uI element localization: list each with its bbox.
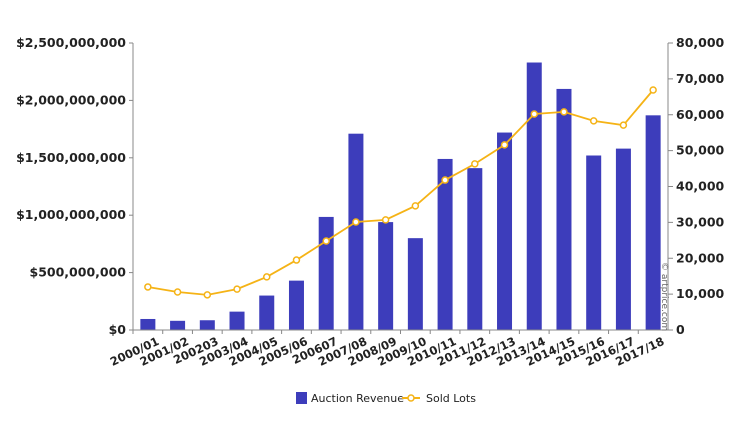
left-tick-label: $0 — [109, 322, 127, 337]
revenue-bar — [586, 155, 602, 330]
sold-lots-point — [560, 108, 568, 116]
sold-lots-point — [500, 141, 509, 149]
right-tick-label: 20,000 — [676, 250, 725, 265]
sold-lots-point — [471, 160, 479, 168]
x-axis: 2000/012001/022002032003/042004/052005/0… — [108, 329, 668, 369]
revenue-bar — [526, 62, 542, 331]
sold-lots-point — [649, 86, 657, 94]
revenue-bar — [437, 158, 453, 330]
revenue-bar — [467, 168, 483, 330]
revenue-bar — [288, 280, 304, 330]
right-tick-label: 70,000 — [676, 71, 725, 86]
sold-lots-point — [352, 218, 360, 226]
left-tick-label: $1,500,000,000 — [16, 150, 126, 165]
sold-lots-point — [441, 176, 449, 184]
sold-lots-point — [411, 202, 420, 210]
right-tick-label: 50,000 — [676, 143, 725, 158]
revenue-bar — [645, 115, 661, 330]
right-tick-label: 10,000 — [676, 286, 725, 301]
revenue-bar — [378, 222, 394, 330]
left-tick-label: $2,500,000,000 — [16, 35, 126, 50]
sold-lots-point — [619, 121, 628, 129]
sold-lots-point — [263, 273, 271, 281]
sold-lots-point — [381, 216, 390, 224]
sold-lots-point — [203, 291, 212, 299]
sold-lots-point — [292, 256, 301, 264]
revenue-bar — [348, 133, 364, 330]
sold-lots-point — [322, 237, 330, 245]
revenue-bar — [229, 311, 245, 330]
revenue-bars — [140, 62, 661, 331]
left-tick-label: $500,000,000 — [30, 265, 127, 280]
left-axis: $0 $500,000,000 $1,000,000,000 $1,500,000,0… — [16, 35, 134, 337]
sold-lots-point — [233, 285, 241, 293]
left-tick-label: $2,000,000,000 — [16, 92, 126, 107]
left-tick-label: $1,000,000,000 — [16, 207, 126, 222]
watermark: © artprice.com — [659, 262, 669, 331]
revenue-bar — [615, 148, 631, 330]
legend: Auction Revenue Sold Lots — [296, 392, 476, 405]
sold-lots-line — [144, 86, 657, 299]
sold-lots-point — [173, 288, 182, 296]
revenue-bar — [259, 295, 275, 330]
sold-lots-point — [530, 110, 538, 118]
revenue-bar — [199, 320, 215, 330]
right-tick-label: 40,000 — [676, 179, 725, 194]
revenue-bar — [407, 238, 423, 330]
legend-label-sold-lots: Sold Lots — [426, 392, 476, 405]
revenue-bar — [318, 216, 334, 330]
revenue-bar — [170, 320, 186, 330]
sold-lots-polyline — [147, 89, 654, 296]
revenue-bar — [497, 132, 513, 330]
right-tick-label: 0 — [676, 322, 685, 337]
right-tick-label: 60,000 — [676, 107, 725, 122]
revenue-bar — [556, 88, 572, 330]
sold-lots-point — [144, 283, 152, 291]
right-tick-label: 80,000 — [676, 35, 725, 50]
right-axis: 0 10,000 20,000 30,000 40,000 50,000 60,000 70,… — [667, 35, 725, 337]
legend-label-revenue: Auction Revenue — [311, 392, 404, 405]
right-tick-label: 30,000 — [676, 214, 725, 229]
revenue-bar — [140, 318, 156, 330]
legend-marker-sold-lots — [407, 394, 415, 402]
sold-lots-point — [589, 117, 598, 125]
legend-swatch-revenue — [296, 392, 307, 404]
